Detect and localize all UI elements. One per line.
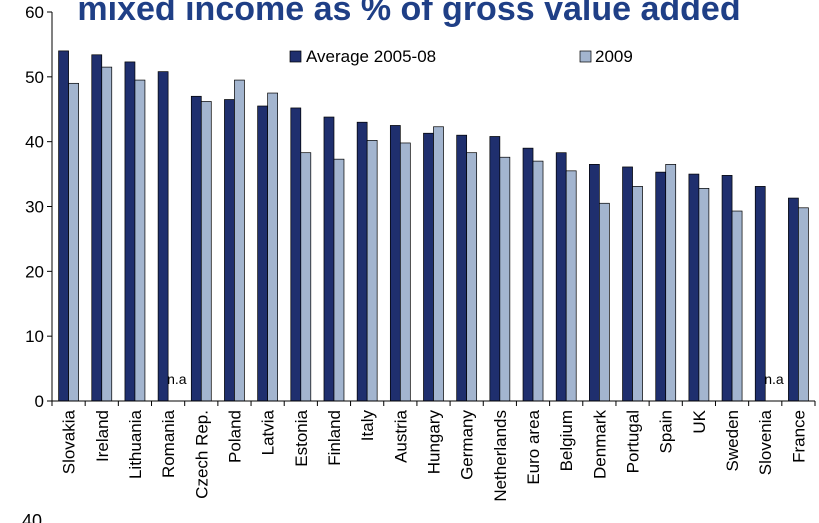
legend-swatch-series-2: [579, 50, 592, 63]
x-tick-label: UK: [690, 409, 709, 433]
x-tick-label: Netherlands: [491, 410, 510, 502]
x-tick-label: Austria: [391, 409, 410, 462]
x-tick-label: Estonia: [292, 409, 311, 466]
bars: n.a n.a: [58, 50, 809, 402]
bar-avg-2005-08: [655, 171, 667, 402]
na-annotation: n.a: [167, 371, 187, 387]
bar-2009: [466, 152, 478, 402]
y-tick-label: 30: [25, 198, 44, 217]
bar-2009: [632, 186, 643, 402]
bar-avg-2005-08: [224, 99, 235, 402]
y-tick-label: 0: [35, 392, 44, 411]
bar-2009: [200, 101, 212, 402]
bar-avg-2005-08: [688, 173, 700, 402]
bar-2009: [565, 170, 577, 402]
bar-2009: [101, 66, 113, 402]
y-tick-label: 60: [25, 3, 44, 22]
y-axis: 0 10 20 30 40 50 60: [25, 3, 53, 411]
bar-avg-2005-08: [356, 121, 368, 402]
bar-2009: [599, 202, 610, 402]
legend-label-series-2: 2009: [595, 47, 633, 66]
y-tick-label: 20: [25, 262, 44, 281]
bar-avg-2005-08: [788, 197, 799, 402]
x-tick-label: Italy: [358, 410, 377, 442]
stray-tick-label: 40: [22, 511, 42, 523]
x-tick-label: Poland: [225, 410, 244, 463]
bar-2009: [134, 79, 146, 402]
na-annotation: n.a: [764, 371, 784, 387]
legend-label-series-1: Average 2005-08: [306, 47, 436, 66]
legend: Average 2005-08 2009: [289, 47, 633, 66]
bar-avg-2005-08: [190, 95, 202, 402]
bar-2009: [300, 152, 312, 402]
x-tick-label: Lithuania: [126, 409, 145, 479]
bar-avg-2005-08: [489, 136, 501, 402]
bar-2009: [68, 82, 79, 402]
bar-avg-2005-08: [522, 147, 534, 402]
x-tick-label: Finland: [325, 410, 344, 466]
x-tick-label: Denmark: [590, 410, 609, 479]
x-tick-label: Romania: [159, 409, 178, 478]
x-tick-label: Belgium: [557, 410, 576, 471]
bar-2009: [532, 160, 544, 402]
bar-2009: [234, 79, 245, 402]
bar-avg-2005-08: [157, 71, 169, 402]
x-tick-label: Portugal: [624, 410, 643, 473]
bar-avg-2005-08: [124, 61, 136, 402]
y-tick-label: 40: [25, 133, 44, 152]
x-tick-label: Ireland: [93, 410, 112, 462]
x-tick-label: Sweden: [723, 410, 742, 471]
bar-2009: [499, 156, 511, 402]
bar-avg-2005-08: [622, 166, 633, 402]
bar-avg-2005-08: [754, 186, 766, 402]
bar-avg-2005-08: [555, 152, 567, 402]
bar-avg-2005-08: [257, 105, 268, 402]
y-tick-label: 10: [25, 327, 44, 346]
bar-2009: [267, 92, 278, 402]
bar-2009: [698, 187, 710, 402]
bar-2009: [665, 164, 677, 402]
bar-avg-2005-08: [423, 132, 434, 402]
bar-2009: [366, 140, 378, 402]
y-tick-label: 50: [25, 68, 44, 87]
bar-avg-2005-08: [58, 50, 69, 402]
chart-title: mixed income as % of gross value added: [77, 0, 740, 28]
bar-2009: [798, 207, 809, 402]
bar-avg-2005-08: [91, 54, 103, 402]
x-tick-label: Germany: [458, 410, 477, 480]
x-tick-label: Slovenia: [756, 409, 775, 475]
bar-avg-2005-08: [456, 134, 468, 402]
x-tick-label: Czech Rep.: [192, 410, 211, 499]
x-axis: Slovakia Ireland Lithuania Romania Czech Rep…: [51, 400, 816, 502]
bar-avg-2005-08: [721, 175, 733, 402]
x-tick-label: Euro area: [524, 409, 543, 484]
x-tick-label: Spain: [657, 410, 676, 453]
bar-2009: [433, 126, 444, 402]
bar-avg-2005-08: [323, 116, 335, 402]
bar-avg-2005-08: [389, 125, 401, 402]
x-tick-label: Hungary: [425, 410, 444, 475]
bar-2009: [399, 142, 411, 402]
x-tick-label: Slovakia: [60, 409, 79, 474]
bar-avg-2005-08: [589, 164, 600, 402]
x-tick-label: France: [789, 410, 808, 463]
x-tick-label: Latvia: [259, 409, 278, 455]
bar-2009: [333, 158, 345, 402]
legend-swatch-series-1: [289, 50, 302, 63]
bar-avg-2005-08: [290, 107, 302, 402]
bar-2009: [731, 210, 743, 402]
